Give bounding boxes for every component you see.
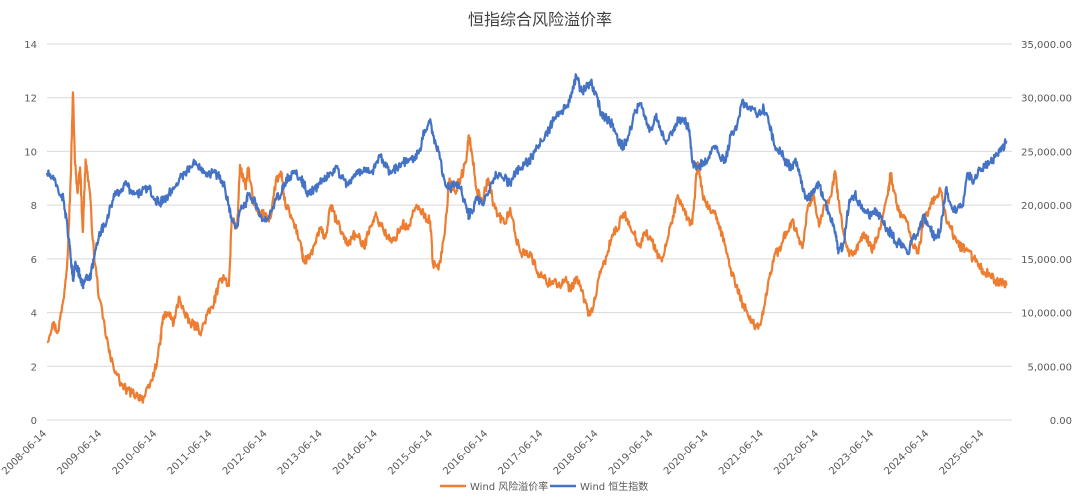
x-tick-label: 2009-06-14 [55,428,104,477]
y-right-tick-label: 15,000.00 [1021,255,1072,266]
x-tick-label: 2024-06-14 [883,428,932,477]
x-tick-label: 2010-06-14 [111,428,160,477]
y-left-tick-label: 10 [24,147,37,158]
y-left-tick-label: 2 [31,362,37,373]
legend: Wind 风险溢价率 Wind 恒生指数 [440,480,648,493]
y-right-tick-label: 30,000.00 [1021,94,1072,105]
y-left-tick-label: 12 [24,94,37,105]
x-tick-label: 2015-06-14 [386,428,435,477]
x-tick-label: 2012-06-14 [221,428,270,477]
x-tick-label: 2014-06-14 [331,428,380,477]
grid-lines [47,43,1012,421]
x-axis: 2008-06-14 2009-06-14 2010-06-14 2011-06-14… [0,428,986,477]
legend-label: Wind 风险溢价率 [470,480,548,493]
y-right-tick-label: 35,000.00 [1021,40,1072,51]
y-left-tick-label: 8 [31,201,37,212]
y-left-tick-label: 14 [24,40,37,51]
right-axis: 0.00 5,000.00 10,000.00 15,000.00 20,000.00 2… [1021,40,1072,427]
x-tick-label: 2023-06-14 [827,428,876,477]
chart-title: 恒指综合风险溢价率 [468,10,612,29]
x-tick-label: 2018-06-14 [552,428,601,477]
y-right-tick-label: 20,000.00 [1021,201,1072,212]
series-line-risk-premium [46,91,1008,404]
left-axis: 0 2 4 6 8 10 12 14 [24,40,37,427]
x-tick-label: 2025-06-14 [938,428,987,477]
x-tick-label: 2019-06-14 [607,428,656,477]
y-right-tick-label: 25,000.00 [1021,147,1072,158]
y-left-tick-label: 4 [31,309,37,320]
y-right-tick-label: 0.00 [1050,416,1072,427]
y-right-tick-label: 5,000.00 [1027,362,1072,373]
y-left-tick-label: 6 [31,255,37,266]
x-tick-label: 2011-06-14 [166,428,215,477]
x-tick-label: 2013-06-14 [276,428,325,477]
series-line-hsi [45,73,1008,290]
x-tick-label: 2022-06-14 [772,428,821,477]
y-right-tick-label: 10,000.00 [1021,309,1072,320]
x-tick-label: 2020-06-14 [662,428,711,477]
legend-label: Wind 恒生指数 [580,480,648,493]
y-left-tick-label: 0 [31,416,37,427]
x-tick-label: 2017-06-14 [497,428,546,477]
x-tick-label: 2021-06-14 [717,428,766,477]
x-tick-label: 2008-06-14 [0,428,49,477]
series-layer [45,73,1008,404]
x-tick-label: 2016-06-14 [441,428,490,477]
